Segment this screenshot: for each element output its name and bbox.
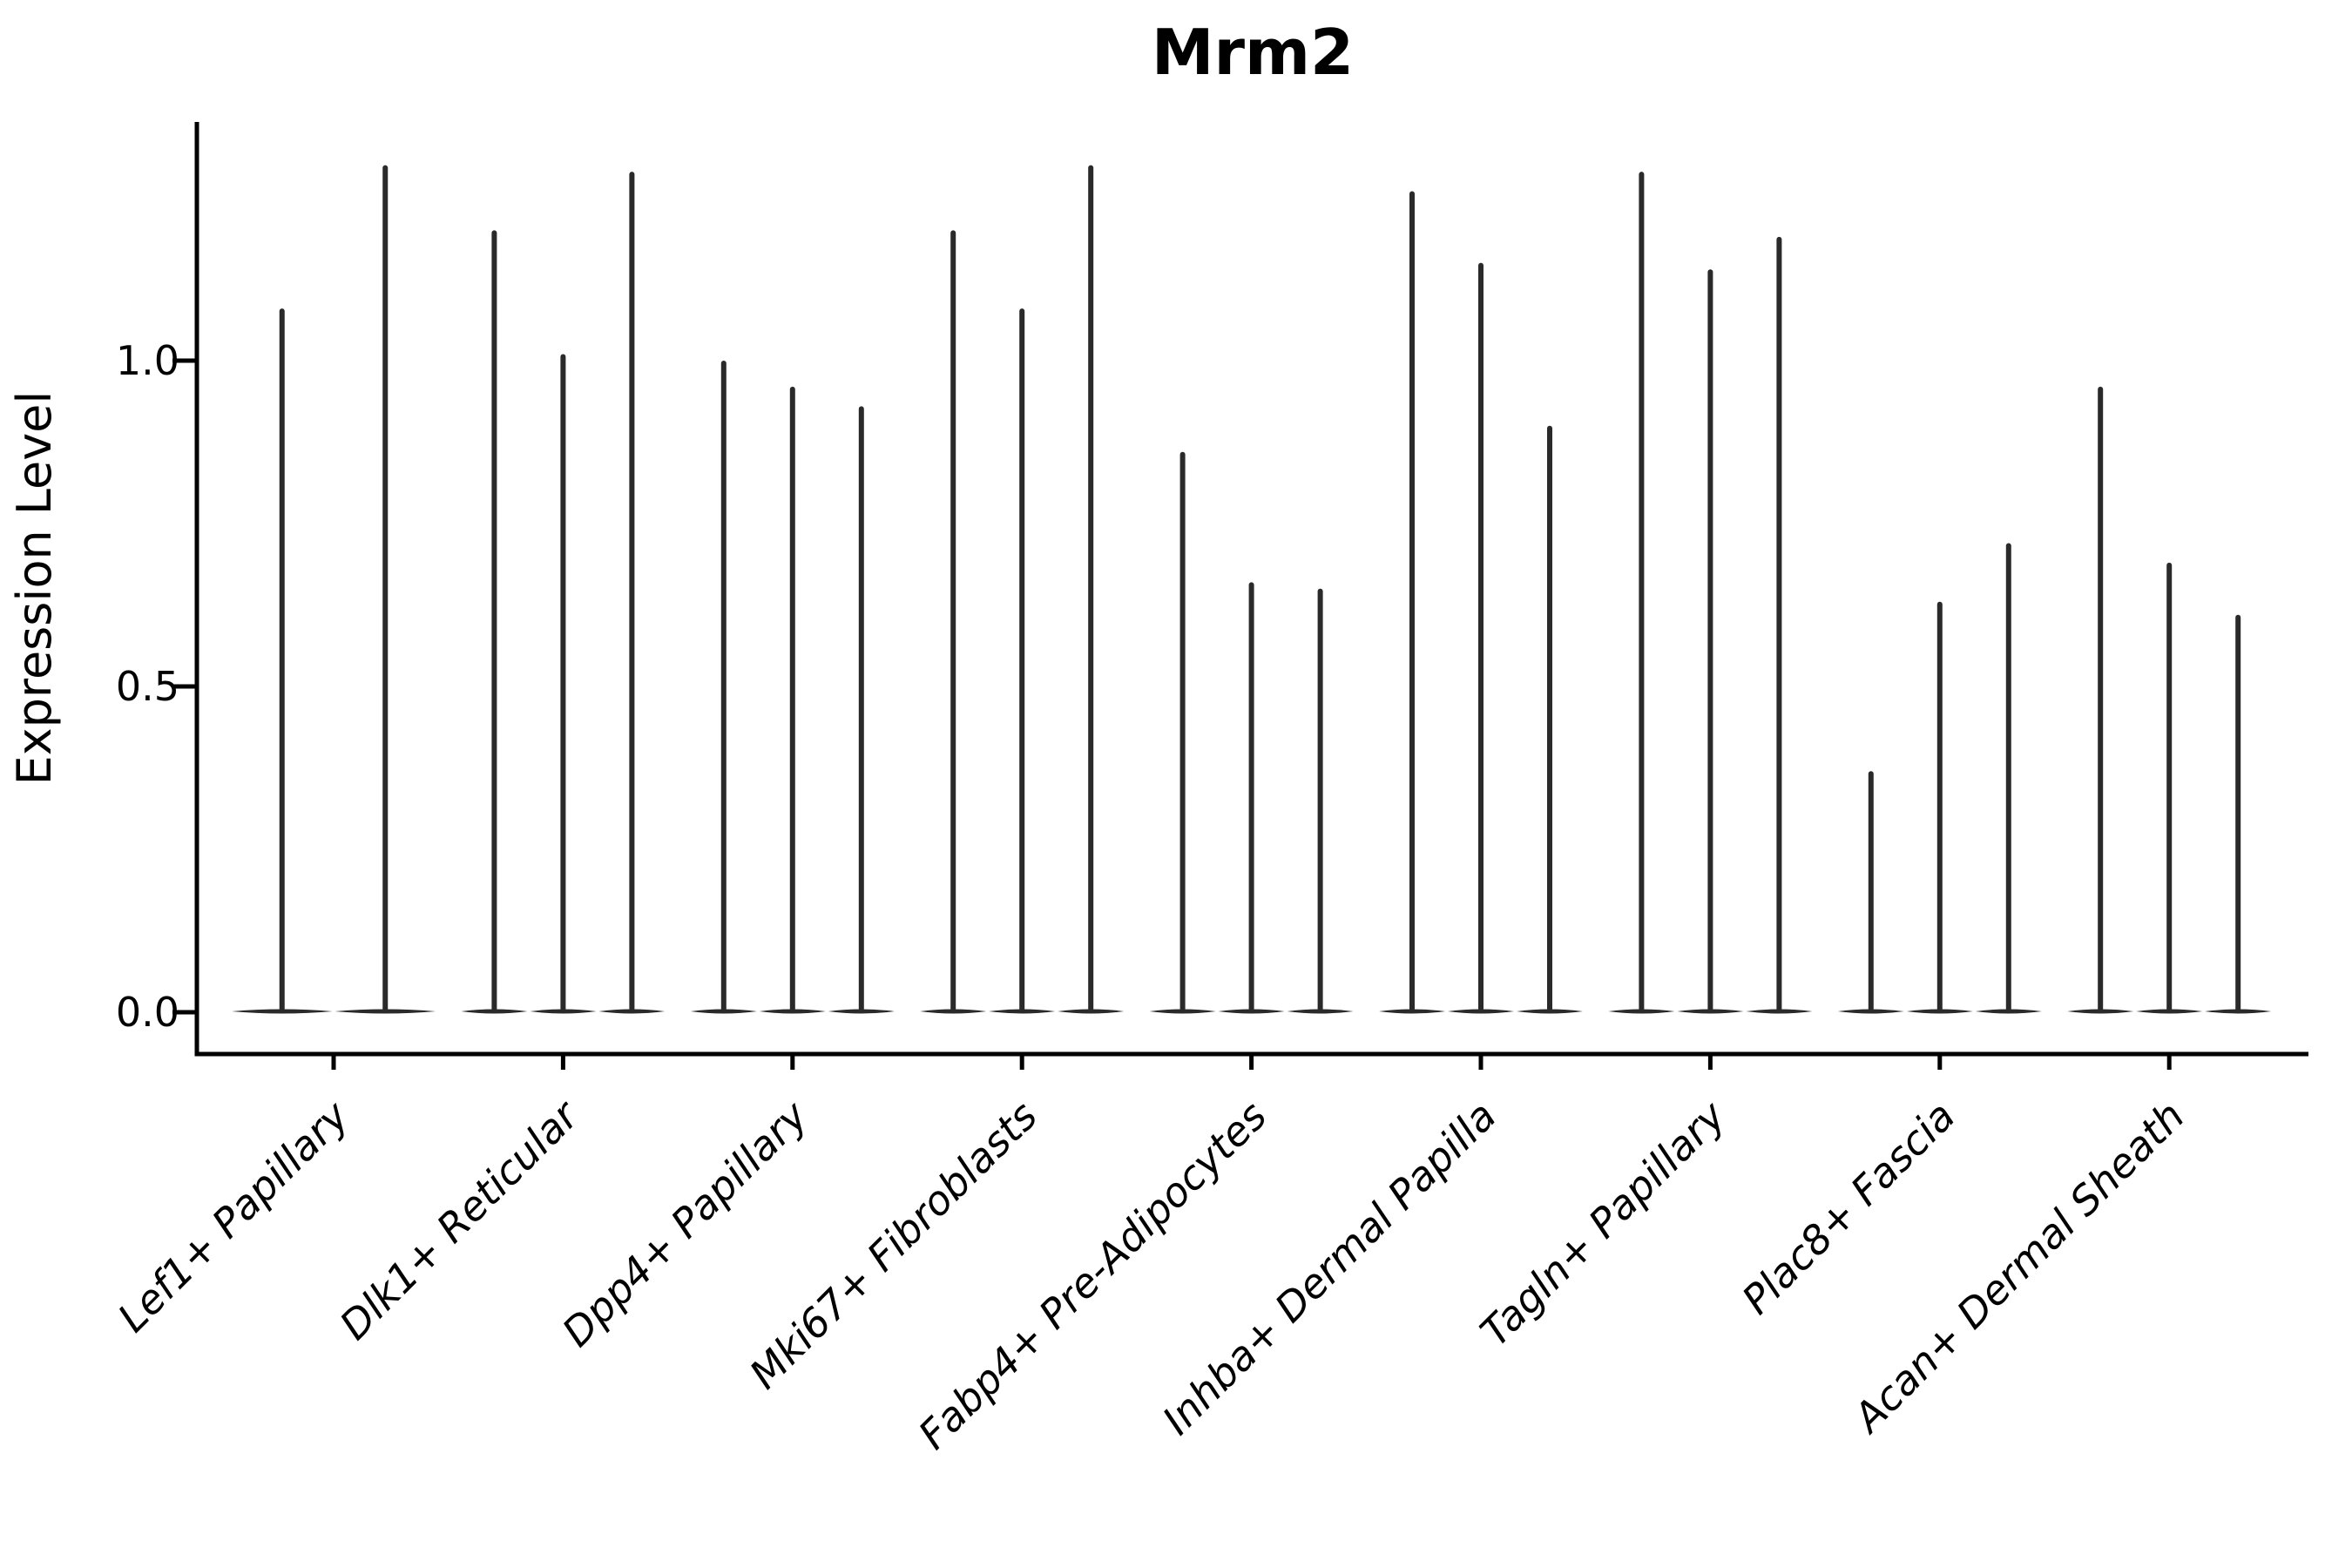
violin <box>690 361 757 1014</box>
violin-tail <box>789 386 795 1011</box>
violin-tail <box>2166 562 2173 1011</box>
x-category-label: Dpp4+ Papillary <box>553 1092 817 1355</box>
violin <box>598 172 666 1014</box>
violin-tail <box>720 361 727 1011</box>
violin-tail <box>382 165 389 1012</box>
violin <box>530 354 597 1014</box>
y-tick-mark <box>172 684 197 689</box>
violin <box>1906 601 1973 1014</box>
y-tick-label: 0.5 <box>116 663 179 710</box>
violin-tail <box>2235 614 2241 1011</box>
x-tick-mark <box>1249 1054 1254 1070</box>
y-tick-label: 0.0 <box>116 989 179 1036</box>
violin-tail <box>560 354 566 1011</box>
violin <box>1287 588 1354 1014</box>
y-axis-label: Expression Level <box>7 391 62 786</box>
violin-tail <box>1868 771 1874 1011</box>
x-category-label: Tagln+ Papillary <box>1471 1092 1735 1355</box>
violin <box>461 230 528 1014</box>
violin <box>1149 451 1216 1014</box>
violin-tail <box>1019 308 1025 1011</box>
x-tick-mark <box>1707 1054 1713 1070</box>
violin <box>759 386 826 1014</box>
x-category-label: Dlk1+ Reticular <box>331 1090 590 1348</box>
violin <box>989 308 1056 1014</box>
violin <box>1517 425 1583 1014</box>
plot-title: Mrm2 <box>1152 16 1354 89</box>
violin <box>1218 582 1285 1014</box>
violin-base <box>1746 1009 1813 1014</box>
y-tick-label: 1.0 <box>116 337 179 384</box>
violin-tail <box>1547 425 1552 1011</box>
violin-tail <box>1088 165 1094 1012</box>
violin <box>920 230 987 1014</box>
violin-tail <box>1179 451 1186 1011</box>
violin <box>1837 771 1904 1014</box>
violin <box>1379 191 1445 1014</box>
violin <box>2067 386 2134 1014</box>
x-tick-mark <box>331 1054 336 1070</box>
violin-base <box>828 1009 895 1014</box>
violin <box>1975 543 2042 1014</box>
violin-tail <box>279 308 285 1011</box>
violin-tail <box>1639 172 1645 1011</box>
violin-tail <box>1248 582 1254 1011</box>
x-tick-mark <box>790 1054 795 1070</box>
violin <box>1448 262 1514 1014</box>
violin-tail <box>950 230 956 1011</box>
violin <box>335 165 436 1014</box>
violin-tail <box>1936 601 1943 1011</box>
violin-tail <box>629 172 635 1011</box>
violin-tail <box>2005 543 2011 1011</box>
x-category-label: Plac8+ Fascia <box>1733 1092 1963 1323</box>
violin <box>232 308 333 1014</box>
violin-tail <box>1478 262 1484 1011</box>
violin <box>2136 562 2203 1014</box>
x-tick-mark <box>560 1054 565 1070</box>
x-tick-mark <box>1019 1054 1024 1070</box>
violin-tail <box>1409 191 1415 1011</box>
x-tick-mark <box>2166 1054 2172 1070</box>
violin <box>1608 172 1675 1014</box>
y-tick-mark <box>172 1010 197 1015</box>
violin <box>1746 236 1813 1014</box>
x-tick-mark <box>1478 1054 1484 1070</box>
y-tick-mark <box>172 358 197 363</box>
violin-tail <box>1317 588 1323 1011</box>
violins <box>232 165 2272 1014</box>
violin <box>1677 269 1744 1014</box>
violin <box>1058 165 1125 1014</box>
violin-tail <box>491 230 497 1011</box>
violin-tail <box>2098 386 2104 1011</box>
violin-tail <box>1776 236 1782 1011</box>
x-tick-mark <box>1937 1054 1943 1070</box>
violin-tail <box>1707 269 1713 1011</box>
violin-tail <box>858 406 864 1011</box>
violin <box>828 406 895 1014</box>
y-axis-spine <box>194 122 199 1057</box>
axes <box>172 122 2308 1070</box>
violin <box>2205 614 2272 1014</box>
x-category-label: Lef1+ Papillary <box>109 1092 358 1341</box>
